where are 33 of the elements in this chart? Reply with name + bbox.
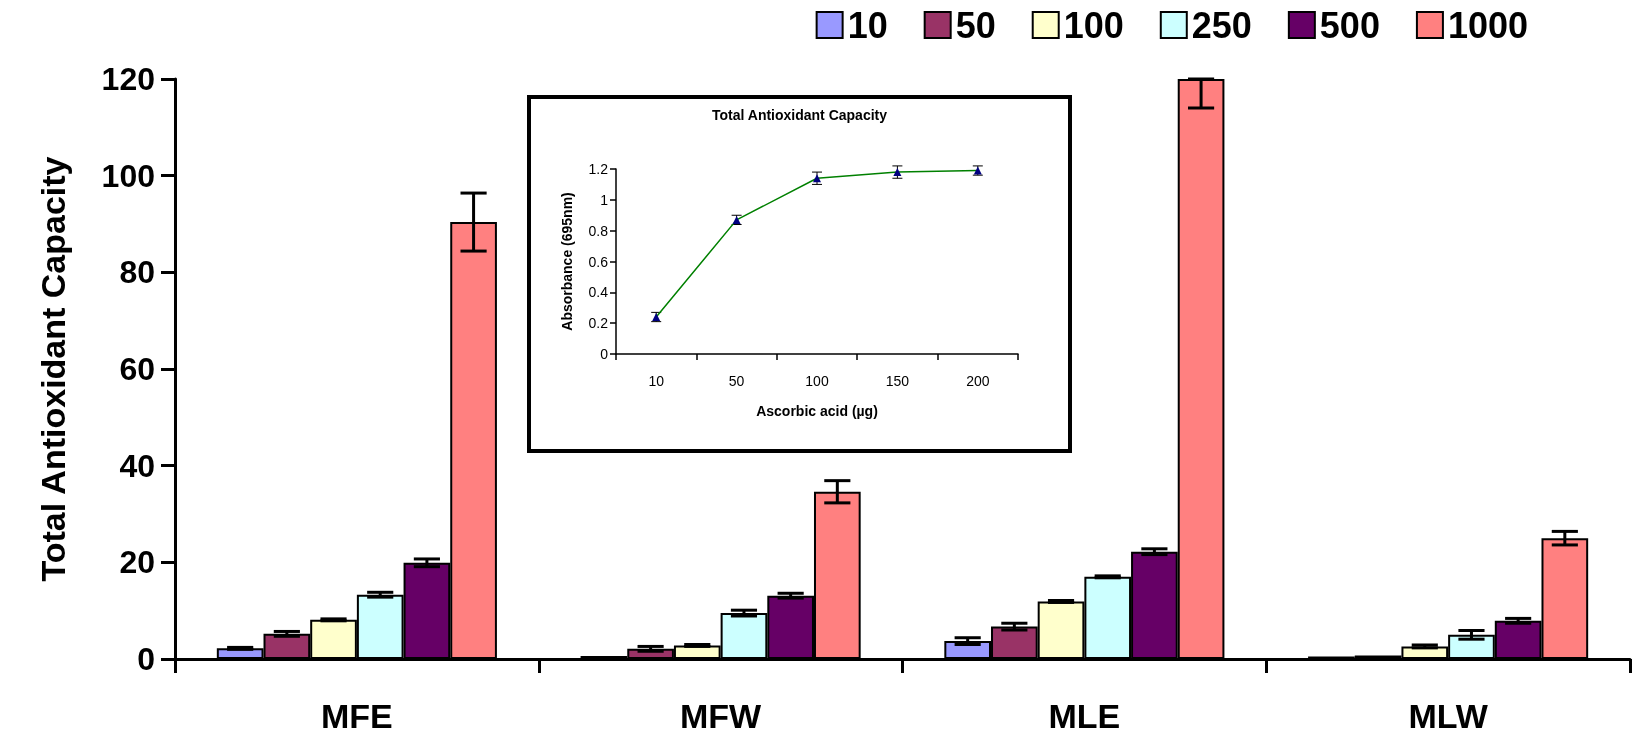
y-tick-label: 0 <box>137 641 155 677</box>
y-tick-label: 0.4 <box>588 284 609 301</box>
x-axis-title: Ascorbic acid (µg) <box>756 403 878 419</box>
legend-label: 1000 <box>1447 4 1529 46</box>
x-tick-label: 50 <box>728 373 745 389</box>
y-tick-label: 40 <box>119 447 155 484</box>
x-tick-label: MFE <box>320 697 393 735</box>
legend-label: 50 <box>955 4 996 46</box>
x-tick-label: MLW <box>1408 697 1489 735</box>
x-tick-label: 200 <box>966 373 990 389</box>
y-tick-label: 0 <box>600 346 609 362</box>
y-tick-label: 1 <box>600 191 609 208</box>
chart-title: Total Antioxidant Capacity <box>711 107 888 123</box>
y-tick-label: 1.2 <box>588 161 609 177</box>
y-tick-label: 120 <box>101 61 155 97</box>
legend-label: 100 <box>1063 4 1124 46</box>
legend-label: 10 <box>847 4 888 46</box>
y-axis-title: Total Antioxidant Capacity <box>34 156 72 582</box>
y-tick-label: 0.2 <box>588 315 609 332</box>
x-tick-label: 100 <box>805 373 829 389</box>
x-tick-label: 150 <box>885 373 910 389</box>
x-tick-label: 10 <box>648 373 665 389</box>
y-tick-label: 20 <box>119 544 155 581</box>
legend-label: 250 <box>1191 4 1252 46</box>
y-tick-label: 0.8 <box>588 222 609 239</box>
y-tick-label: 100 <box>101 157 155 194</box>
y-axis-title: Absorbance (695nm) <box>559 192 575 331</box>
x-tick-label: MFW <box>680 697 763 735</box>
y-tick-label: 80 <box>119 254 155 291</box>
x-tick-label: MLE <box>1048 697 1121 735</box>
legend-label: 500 <box>1319 4 1380 46</box>
y-tick-label: 60 <box>119 351 155 387</box>
y-tick-label: 0.6 <box>588 253 609 270</box>
